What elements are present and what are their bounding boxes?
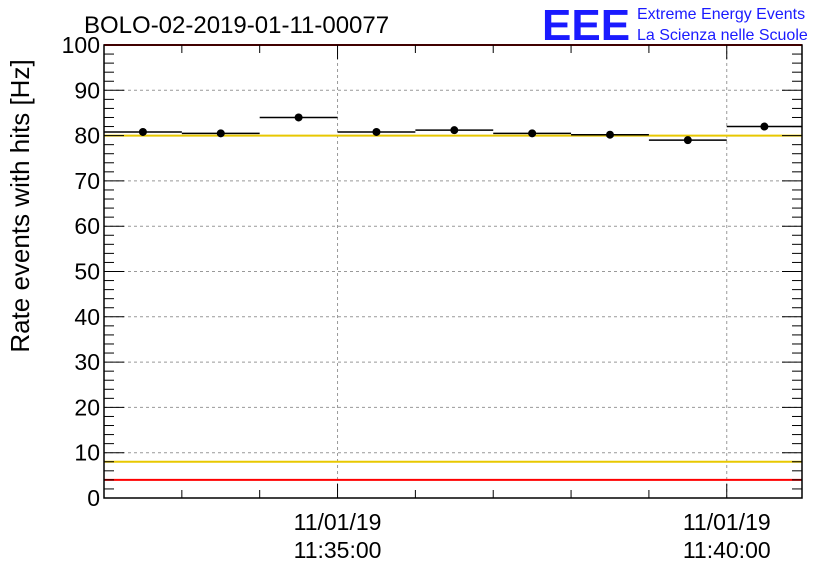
data-point [138,127,147,136]
logo-line-1: Extreme Energy Events [637,6,805,23]
data-point [294,113,303,122]
data-point [450,126,459,135]
x-tick-date: 11/01/19 [683,509,771,535]
y-tick-label: 90 [74,77,100,103]
eee-logo: EEE Extreme Energy Events La Scienza nel… [542,1,808,50]
grid [104,45,802,498]
y-tick-label: 30 [74,349,100,375]
data-point [216,129,225,138]
data-point [372,127,381,136]
y-tick-label: 50 [74,259,100,285]
logo-line-2: La Scienza nelle Scuole [637,27,808,44]
y-tick-label: 80 [74,123,100,149]
x-tick-time: 11:35:00 [294,537,382,563]
y-tick-label: 70 [74,168,100,194]
reference-lines [104,44,802,481]
data-point [683,136,692,145]
axis-ticks [103,44,802,499]
chart-title: BOLO-02-2019-01-11-00077 [84,12,389,39]
y-tick-label: 60 [74,213,100,239]
data-series [104,113,802,145]
y-tick-label: 20 [74,394,100,420]
y-tick-label: 100 [62,32,100,58]
data-point [605,130,614,139]
y-axis-label: Rate events with hits [Hz] [5,59,35,352]
y-tick-label: 40 [74,304,100,330]
data-point [760,122,769,131]
y-tick-label: 0 [87,485,100,511]
x-tick-time: 11:40:00 [683,537,771,563]
y-tick-label: 10 [74,440,100,466]
data-point [528,129,537,138]
logo-eee-text: EEE [542,1,630,50]
x-tick-date: 11/01/19 [294,509,382,535]
y-tick-labels: 0 10 20 30 40 50 60 70 80 90 100 [62,32,100,511]
